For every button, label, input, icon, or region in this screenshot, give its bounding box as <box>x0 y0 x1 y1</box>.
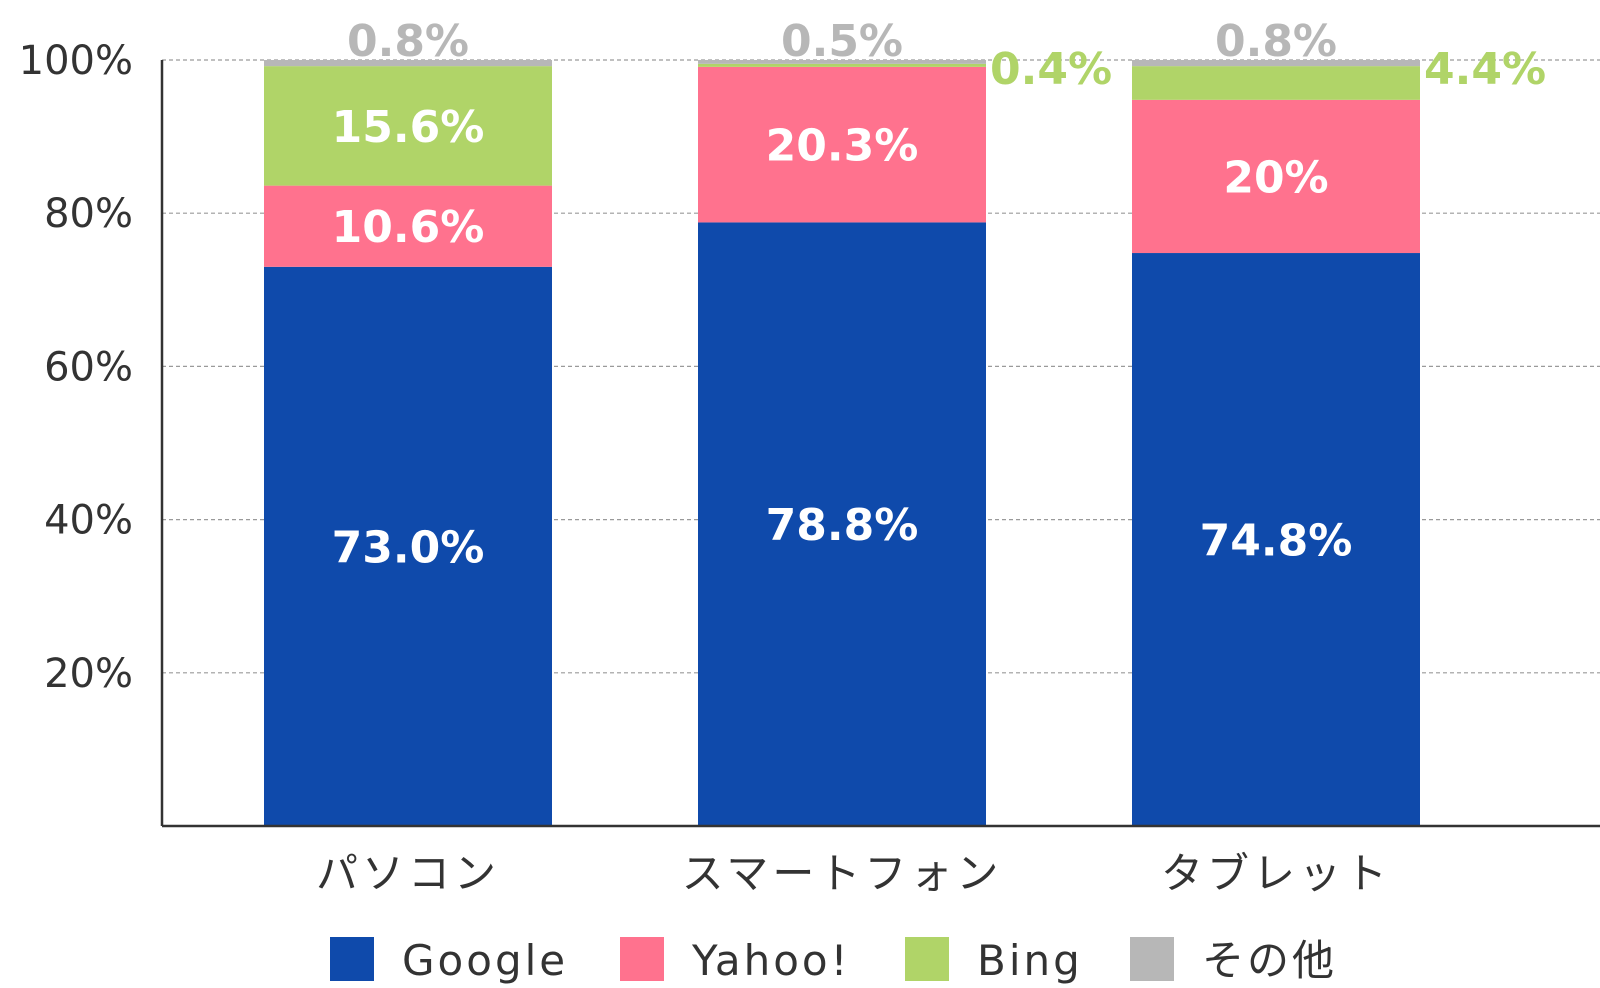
bar-segment-bing <box>264 66 552 186</box>
y-tick-label: 80% <box>44 191 133 237</box>
bar-segment-google <box>264 266 552 826</box>
data-label: 15.6% <box>332 102 485 153</box>
y-tick-label: 100% <box>19 38 133 84</box>
bar-segment-bing <box>698 63 986 67</box>
bar-segment- <box>698 60 986 64</box>
bar-segment-google <box>1132 253 1420 827</box>
legend-label: Yahoo! <box>691 936 850 985</box>
data-label: 0.8% <box>1215 16 1337 67</box>
bar-segment-yahoo <box>1132 99 1420 254</box>
y-tick-label: 40% <box>44 498 133 544</box>
data-label: 73.0% <box>332 522 485 573</box>
data-label: 0.4% <box>990 44 1112 95</box>
x-category-label: スマートフォン <box>682 849 1003 898</box>
legend-swatch <box>905 937 949 981</box>
y-tick-label: 20% <box>44 651 133 697</box>
legend-label: その他 <box>1202 936 1337 985</box>
y-tick-label: 60% <box>44 344 133 390</box>
data-label: 0.5% <box>781 16 903 67</box>
legend-label: Bing <box>977 936 1083 985</box>
bar-segment-yahoo <box>698 66 986 223</box>
x-category-label: タブレット <box>1161 849 1391 898</box>
data-label: 20.3% <box>766 121 919 172</box>
bar-segment- <box>1132 60 1420 67</box>
data-label: 10.6% <box>332 202 485 253</box>
bar-segment-google <box>698 222 986 827</box>
bar-segment- <box>264 60 552 67</box>
data-label: 20% <box>1223 152 1328 203</box>
bar-segment-yahoo <box>264 185 552 267</box>
data-label: 0.8% <box>347 16 469 67</box>
bar-segment-bing <box>1132 66 1420 100</box>
legend-swatch <box>330 937 374 981</box>
x-category-label: パソコン <box>316 849 500 898</box>
data-label: 4.4% <box>1424 44 1546 95</box>
legend-swatch <box>1130 937 1174 981</box>
data-label: 74.8% <box>1200 516 1353 567</box>
legend-swatch <box>620 937 664 981</box>
legend-label: Google <box>402 936 568 985</box>
data-label: 78.8% <box>766 500 919 551</box>
